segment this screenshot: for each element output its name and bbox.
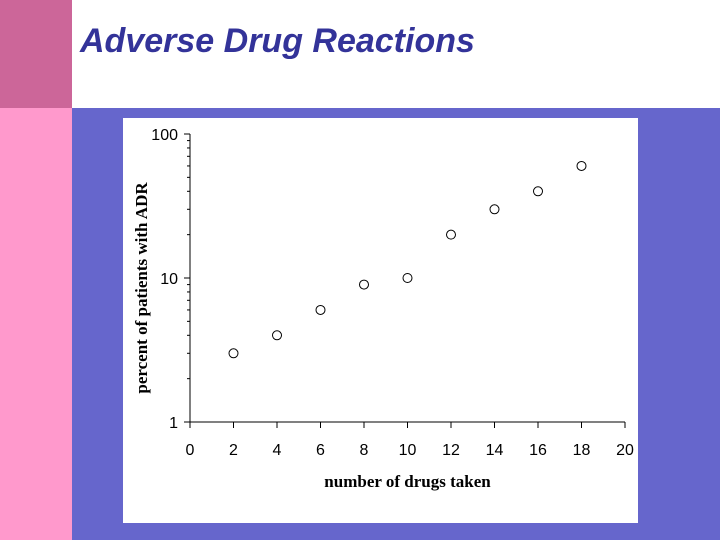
x-axis-ticks: 0 2 4 6 8 10 12 14 16 18 20 — [186, 422, 634, 459]
data-point — [489, 204, 500, 215]
data-point — [576, 160, 587, 171]
y-tick-label: 10 — [160, 271, 178, 288]
x-tick-label: 4 — [273, 442, 282, 459]
x-tick-label: 10 — [399, 442, 417, 459]
slide-title: Adverse Drug Reactions — [80, 22, 475, 60]
data-point — [359, 279, 369, 290]
y-tick-label: 100 — [151, 127, 178, 144]
data-point — [533, 186, 543, 197]
title-area — [72, 0, 720, 108]
data-point — [402, 273, 413, 283]
chart-panel: 0 2 4 6 8 10 12 14 16 18 20 1 10 100 number of drugs… — [123, 118, 638, 523]
data-point — [446, 229, 456, 240]
x-tick-label: 0 — [186, 442, 195, 459]
y-axis-ticks: 1 10 100 — [151, 127, 190, 432]
left-accent-bar-bottom — [0, 108, 72, 540]
x-tick-label: 6 — [316, 442, 325, 459]
x-tick-label: 14 — [486, 442, 504, 459]
data-point — [272, 330, 282, 341]
data-points — [228, 160, 587, 359]
x-tick-label: 18 — [573, 442, 591, 459]
x-axis-label: number of drugs taken — [324, 472, 491, 491]
left-accent-bar-top — [0, 0, 72, 108]
scatter-chart: 0 2 4 6 8 10 12 14 16 18 20 1 10 100 number of drugs… — [132, 127, 634, 491]
data-point — [228, 348, 239, 359]
x-tick-label: 20 — [616, 442, 634, 459]
x-tick-label: 2 — [229, 442, 238, 459]
x-tick-label: 12 — [442, 442, 460, 459]
y-tick-label: 1 — [169, 415, 178, 432]
x-tick-label: 8 — [360, 442, 369, 459]
x-tick-label: 16 — [529, 442, 547, 459]
data-point — [315, 304, 326, 315]
y-axis-label: percent of patients with ADR — [132, 182, 151, 394]
